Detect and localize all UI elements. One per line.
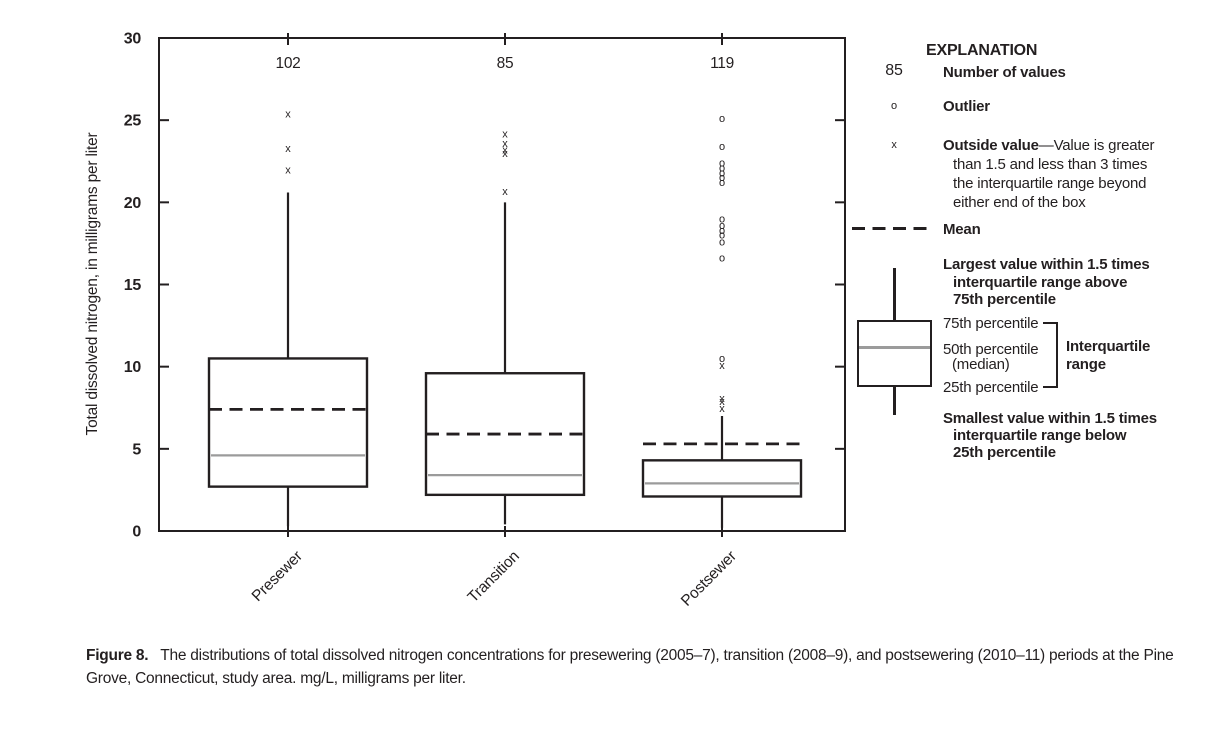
mean-legend-label: Mean (943, 221, 981, 238)
outside-value-legend-label: Outside value—Value is greater than 1.5 … (943, 136, 1155, 212)
category-label-presewer: Presewer (249, 548, 306, 605)
legend-text-line: than 1.5 and less than 3 times (953, 156, 1148, 173)
example-median-line (859, 346, 930, 349)
outside-marker-presewer: x (285, 109, 291, 121)
outlier-marker-postsewer: o (719, 213, 725, 225)
largest-value-label: Largest value within 1.5 times interquart… (943, 256, 1150, 309)
outside-marker-transition: x (502, 138, 508, 150)
y-axis: 0 5 10 15 20 25 30 (124, 31, 844, 541)
legend-text-line: range (1066, 356, 1106, 373)
outlier-symbol: o (891, 100, 897, 112)
figure-caption-text: The distributions of total dissolved nit… (86, 647, 1174, 687)
mean-legend-line (852, 227, 930, 230)
plot-border (158, 37, 846, 532)
y-tick-label: 20 (124, 195, 142, 212)
count-symbol: 85 (885, 62, 903, 79)
outside-value-bold: Outside value (943, 137, 1039, 154)
legend-text-line: 75th percentile (953, 291, 1056, 308)
outlier-legend-label: Outlier (943, 98, 990, 115)
outside-marker-postsewer: x (719, 396, 725, 408)
outlier-marker-postsewer: o (719, 230, 725, 242)
outlier-marker-postsewer: o (719, 220, 725, 232)
outlier-marker-postsewer: o (719, 141, 725, 153)
p75-label: 75th percentile (943, 315, 1039, 332)
y-tick-label: 10 (124, 359, 142, 376)
outside-marker-postsewer: x (719, 403, 725, 415)
outside-value-rest: —Value is greater (1038, 137, 1155, 154)
outside-marker-transition: x (502, 148, 508, 160)
outside-value-first-line: Outside value—Value is greater (943, 136, 1155, 155)
outside-value-lines: than 1.5 and less than 3 times the interq… (943, 155, 1154, 212)
p25-label: 25th percentile (943, 379, 1039, 396)
outlier-marker-postsewer: o (719, 225, 725, 237)
outlier-marker-postsewer: o (719, 236, 725, 248)
legend-text-line: interquartile range below (953, 427, 1127, 444)
outlier-marker-postsewer: o (719, 172, 725, 184)
median-label: (median) (952, 356, 1010, 373)
legend-text-line: the interquartile range beyond (953, 175, 1147, 192)
example-box (857, 320, 932, 387)
outside-marker-postsewer: x (719, 393, 725, 405)
y-tick-label: 15 (124, 277, 142, 294)
iqr-label: Interquartile range (1066, 338, 1150, 374)
iqr-bracket-top (1043, 322, 1058, 324)
legend-text-line: Largest value within 1.5 times (943, 256, 1150, 273)
y-tick-label: 5 (132, 441, 141, 458)
y-tick-label: 25 (124, 113, 142, 130)
count-legend-label: Number of values (943, 64, 1066, 81)
figure-caption: Figure 8. The distributions of total dis… (86, 645, 1198, 690)
outside-marker-presewer: x (285, 164, 291, 176)
box-series: 102xxxPresewer85xxxxxTransition119oooooo… (207, 33, 803, 610)
explanation-title: EXPLANATION (926, 42, 1038, 59)
outside-marker-transition: x (502, 128, 508, 140)
outlier-marker-postsewer: o (719, 167, 725, 179)
category-label-transition: Transition (465, 548, 523, 606)
legend-text-line: interquartile range above (953, 273, 1128, 291)
legend-text-line: 25th percentile (953, 444, 1056, 461)
outside-marker-transition: x (502, 186, 508, 198)
outlier-marker-postsewer: o (719, 162, 725, 174)
outlier-marker-postsewer: o (719, 253, 725, 265)
outside-marker-presewer: x (285, 143, 291, 155)
outside-value-symbol: x (891, 139, 897, 151)
y-tick-label: 0 (132, 524, 141, 541)
y-tick-label: 30 (124, 31, 142, 48)
box-presewer (207, 357, 369, 488)
count-label-presewer: 102 (276, 55, 301, 72)
outside-marker-postsewer: x (719, 360, 725, 372)
y-axis-title: Total dissolved nitrogen, in milligrams … (84, 133, 101, 436)
legend-text-line: Smallest value within 1.5 times (943, 410, 1157, 427)
legend-text-line: Interquartile (1066, 338, 1151, 355)
outlier-marker-postsewer: o (719, 113, 725, 125)
outlier-marker-postsewer: o (719, 177, 725, 189)
count-label-postsewer: 119 (710, 55, 734, 72)
box-postsewer (641, 459, 803, 498)
iqr-bracket-bottom (1043, 386, 1058, 388)
iqr-bracket-vertical (1056, 322, 1058, 388)
outlier-marker-postsewer: o (719, 157, 725, 169)
outside-marker-transition: x (502, 145, 508, 157)
category-label-postsewer: Postsewer (678, 548, 740, 610)
smallest-value-label: Smallest value within 1.5 times interquar… (943, 410, 1157, 461)
explanation-panel: EXPLANATION 85 Number of values o Outlie… (850, 38, 1223, 468)
p50-label: 50th percentile (943, 341, 1039, 358)
legend-text-line: either end of the box (953, 194, 1086, 211)
count-label-transition: 85 (497, 55, 514, 72)
outlier-marker-postsewer: o (719, 353, 725, 365)
figure-caption-label: Figure 8. (86, 647, 149, 664)
